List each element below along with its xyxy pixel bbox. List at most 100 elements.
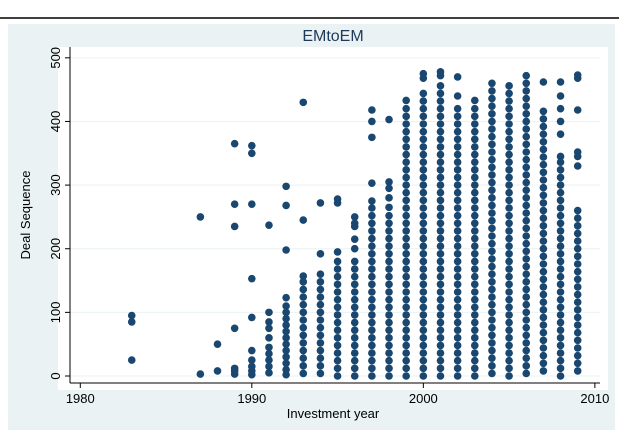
point	[419, 74, 428, 82]
point	[556, 334, 565, 342]
point	[282, 370, 290, 379]
point	[436, 143, 445, 151]
point	[368, 311, 376, 319]
point	[539, 206, 548, 215]
point	[573, 260, 582, 268]
point	[402, 234, 410, 243]
point	[419, 181, 428, 189]
point	[350, 311, 359, 319]
point	[419, 272, 428, 281]
point	[573, 162, 582, 170]
point	[488, 178, 496, 187]
point	[419, 196, 428, 205]
point	[350, 318, 359, 327]
point	[350, 244, 359, 253]
point	[556, 117, 565, 126]
point	[419, 265, 428, 273]
point	[419, 326, 428, 334]
point	[522, 369, 531, 378]
point	[505, 143, 513, 151]
point	[419, 112, 428, 121]
point	[539, 191, 548, 200]
point	[385, 364, 393, 373]
point	[573, 275, 582, 284]
point	[470, 112, 479, 121]
point	[505, 303, 513, 312]
point	[248, 346, 256, 355]
point	[453, 211, 462, 220]
point	[333, 272, 342, 281]
point	[470, 272, 479, 281]
point	[505, 265, 513, 273]
point	[522, 278, 531, 286]
point	[282, 293, 290, 302]
point	[539, 359, 548, 368]
point	[282, 308, 290, 317]
point	[505, 372, 513, 380]
point	[385, 272, 393, 281]
point	[522, 140, 531, 149]
point	[436, 326, 445, 334]
point	[248, 313, 256, 322]
point	[419, 334, 428, 342]
point	[436, 188, 445, 197]
point	[505, 120, 513, 128]
point	[453, 173, 462, 182]
point	[265, 324, 273, 333]
point	[436, 280, 445, 289]
point	[470, 127, 479, 136]
point	[385, 311, 393, 319]
point	[505, 341, 513, 350]
point	[539, 275, 548, 284]
point	[556, 227, 565, 235]
point	[402, 364, 410, 373]
point	[453, 92, 462, 100]
point	[556, 318, 565, 327]
point	[402, 96, 410, 105]
point	[299, 308, 308, 317]
point	[573, 344, 582, 352]
point	[539, 328, 548, 337]
point	[470, 188, 479, 197]
point	[556, 78, 565, 86]
point	[248, 200, 256, 208]
point	[556, 356, 565, 365]
point	[350, 213, 359, 221]
point	[505, 127, 513, 136]
point	[539, 138, 548, 146]
point	[505, 318, 513, 327]
point	[385, 211, 393, 220]
point	[436, 173, 445, 182]
point	[522, 87, 531, 95]
point	[333, 303, 342, 312]
point	[470, 372, 479, 380]
point	[436, 158, 445, 166]
point	[539, 367, 548, 375]
point	[436, 120, 445, 128]
point	[470, 120, 479, 128]
point	[385, 295, 393, 304]
point	[333, 334, 342, 342]
point	[333, 341, 342, 350]
point	[573, 351, 582, 360]
point	[265, 362, 273, 371]
point	[556, 242, 565, 250]
point	[453, 120, 462, 128]
point	[436, 71, 445, 80]
point	[539, 229, 548, 238]
point	[282, 302, 290, 310]
point	[436, 181, 445, 189]
point	[453, 250, 462, 258]
x-tick-label: 1990	[237, 391, 266, 406]
point	[402, 372, 410, 380]
point	[419, 250, 428, 258]
point	[470, 173, 479, 182]
point	[248, 370, 256, 379]
point	[368, 242, 376, 250]
point	[213, 340, 222, 348]
point	[419, 372, 428, 380]
point	[470, 280, 479, 289]
point	[419, 89, 428, 98]
point	[299, 339, 308, 347]
point	[522, 293, 531, 301]
